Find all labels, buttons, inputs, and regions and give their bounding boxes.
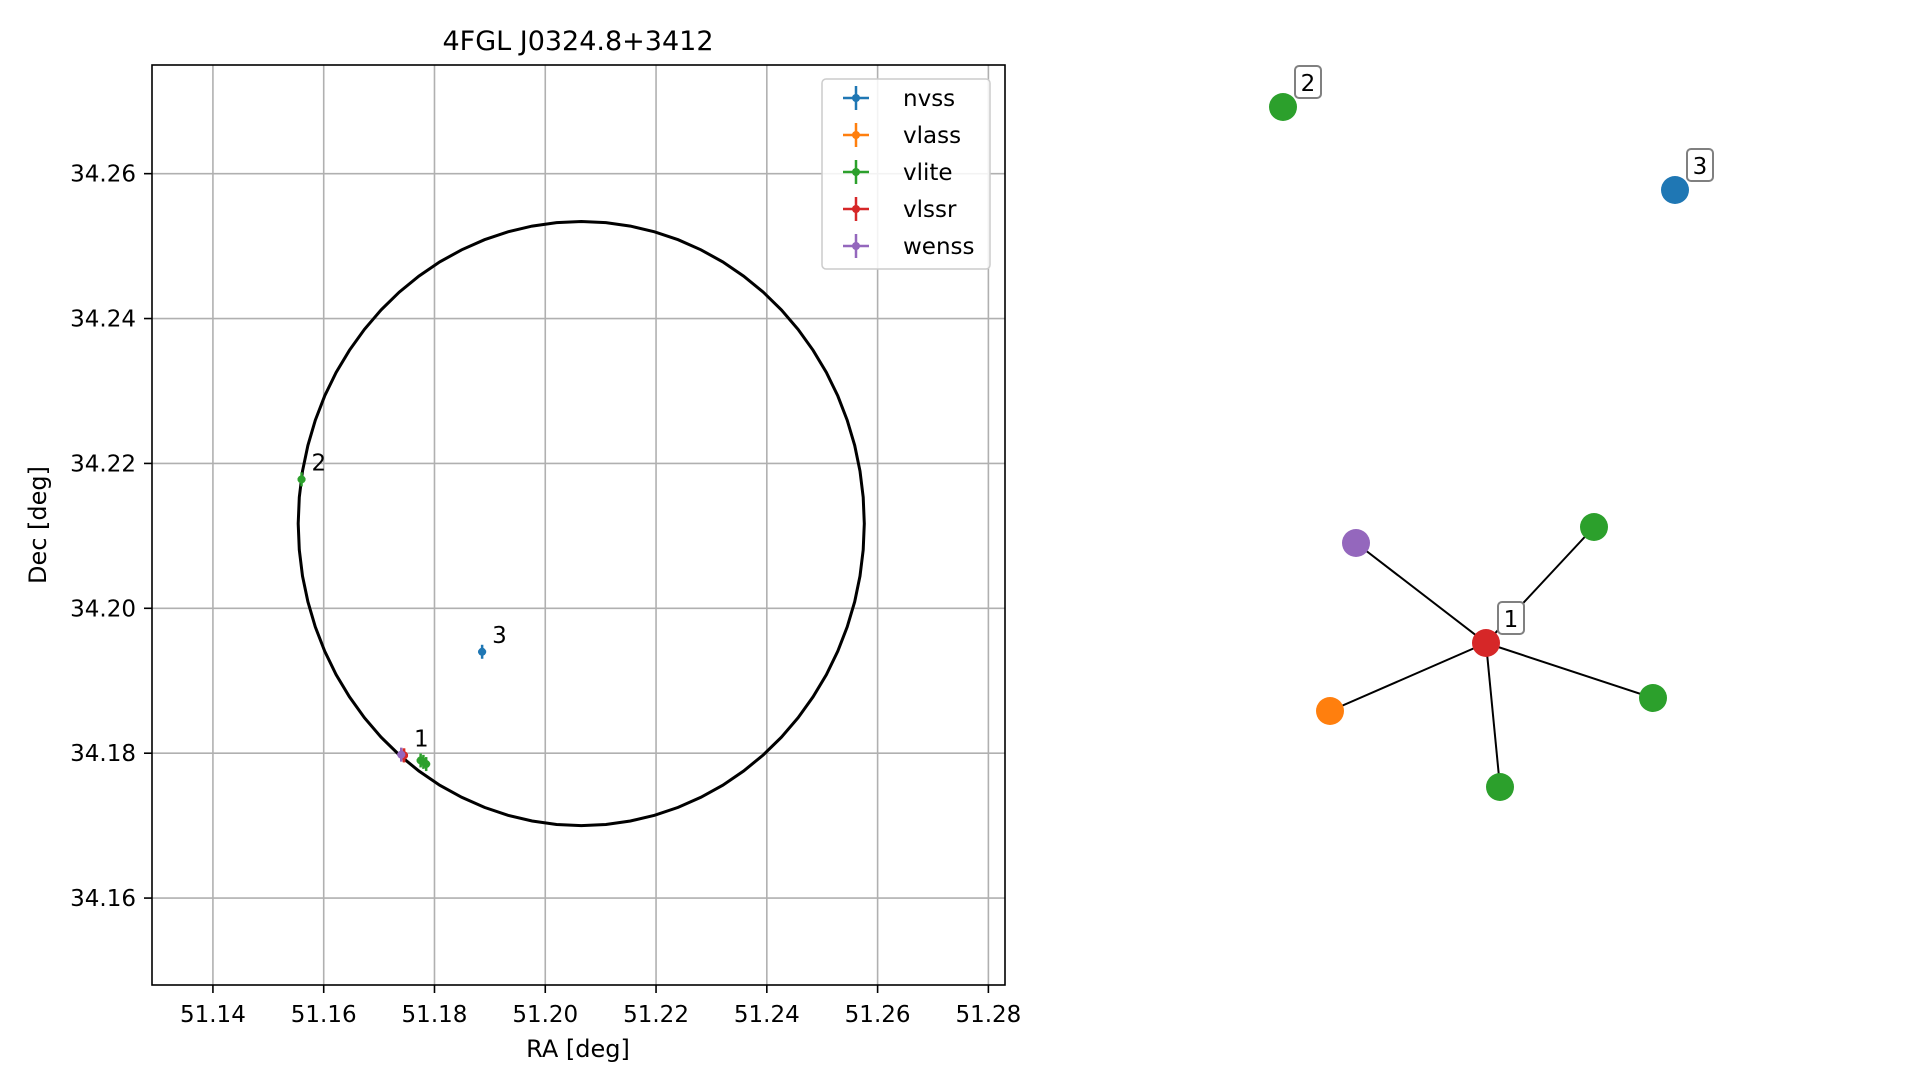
y-axis-label: Dec [deg]	[24, 466, 52, 584]
node-label-box	[1686, 148, 1714, 182]
plot-frame	[151, 64, 1006, 986]
nvss-point	[478, 647, 487, 656]
legend-marker	[852, 131, 860, 139]
x-tick-label: 51.28	[955, 1002, 1021, 1028]
network-node	[1661, 176, 1689, 204]
network-edge	[1329, 642, 1487, 712]
node-label-box	[1294, 65, 1322, 99]
point-label: 2	[312, 450, 327, 476]
x-tick-label: 51.26	[845, 1002, 911, 1028]
vlite-point	[422, 760, 431, 769]
network-node	[1639, 684, 1667, 712]
node-label-box	[1497, 601, 1525, 635]
legend-label: vlass	[903, 123, 961, 149]
network-node	[1472, 629, 1500, 657]
legend-label: vlite	[903, 160, 953, 186]
network-edge	[1485, 642, 1654, 699]
y-tick-label: 34.26	[70, 162, 136, 188]
y-tick-label: 34.16	[70, 886, 136, 912]
x-axis-ticks: 51.14 51.16 51.18 51.20 51.22 51.24 51.26 51.28	[180, 985, 1021, 1028]
y-tick-label: 34.24	[70, 307, 136, 333]
legend-marker	[852, 205, 860, 213]
network-node	[1342, 529, 1370, 557]
network-node	[1269, 93, 1297, 121]
network-node	[1580, 513, 1608, 541]
legend: nvss vlass vlite vlssr wenss	[821, 78, 991, 270]
point-label: 1	[414, 726, 429, 752]
network-node	[1486, 773, 1514, 801]
sky-plot: 4FGL J0324.8+3412 321 51.14 51.16 51.18 51.…	[24, 26, 1021, 1063]
y-tick-label: 34.18	[70, 741, 136, 767]
network-edge	[1355, 542, 1487, 644]
x-tick-label: 51.16	[291, 1002, 357, 1028]
network-graph: 1 2 3	[1269, 65, 1714, 801]
x-tick-label: 51.20	[512, 1002, 578, 1028]
x-tick-label: 51.14	[180, 1002, 246, 1028]
legend-marker	[852, 168, 860, 176]
node-label: 1	[1504, 607, 1519, 633]
y-tick-label: 34.22	[70, 451, 136, 477]
legend-marker	[852, 94, 860, 102]
point-label: 3	[492, 623, 507, 649]
data-points: 3 2 1	[297, 450, 507, 772]
network-node	[1316, 697, 1344, 725]
legend-box	[821, 78, 991, 270]
x-axis-label: RA [deg]	[526, 1035, 630, 1063]
x-tick-label: 51.24	[734, 1002, 800, 1028]
legend-label: vlssr	[903, 197, 957, 223]
node-label: 2	[1301, 71, 1316, 97]
y-tick-label: 34.20	[70, 596, 136, 622]
network-edge	[1485, 642, 1501, 788]
y-axis-ticks: 34.16 34.18 34.20 34.22 34.24 34.26	[70, 162, 152, 912]
node-label: 3	[1693, 154, 1708, 180]
chart-title: 4FGL J0324.8+3412	[442, 26, 713, 57]
x-tick-label: 51.18	[402, 1002, 468, 1028]
legend-label: wenss	[903, 234, 975, 260]
legend-marker	[852, 242, 860, 250]
legend-label: nvss	[903, 86, 955, 112]
error-ellipse	[296, 219, 866, 828]
x-tick-label: 51.22	[623, 1002, 689, 1028]
vlite-point	[297, 475, 306, 484]
wenss-point	[397, 750, 406, 759]
